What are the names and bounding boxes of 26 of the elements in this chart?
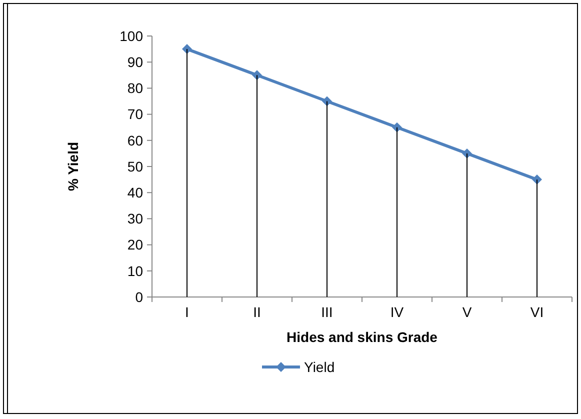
y-tick-label: 0 <box>135 288 144 305</box>
y-tick-label: 90 <box>127 54 144 70</box>
y-tick-label: 10 <box>127 262 144 279</box>
y-tick-label: 20 <box>127 236 144 253</box>
y-tick-label: 70 <box>127 106 144 122</box>
y-tick-label: 40 <box>127 184 144 200</box>
y-tick-label: 80 <box>127 80 144 96</box>
y-tick-label: 30 <box>127 210 144 227</box>
point <box>462 148 472 158</box>
y-tick-label: 60 <box>127 132 144 148</box>
x-tick-label: III <box>321 304 333 320</box>
point <box>182 44 192 54</box>
x-tick-label: II <box>253 304 261 320</box>
y-tick-label: 100 <box>120 28 144 44</box>
x-tick-label: IV <box>390 304 404 320</box>
point <box>532 174 542 185</box>
legend-label: Yield <box>304 358 335 375</box>
y-axis-title: % Yield <box>65 142 81 192</box>
x-axis-title: Hides and skins Grade <box>286 329 438 345</box>
x-tick-label: VI <box>530 304 544 320</box>
x-tick-label: I <box>185 304 189 320</box>
point <box>322 96 332 106</box>
point <box>392 122 402 132</box>
point <box>252 70 262 80</box>
x-tick-label: V <box>462 304 472 320</box>
y-tick-label: 50 <box>127 158 144 174</box>
